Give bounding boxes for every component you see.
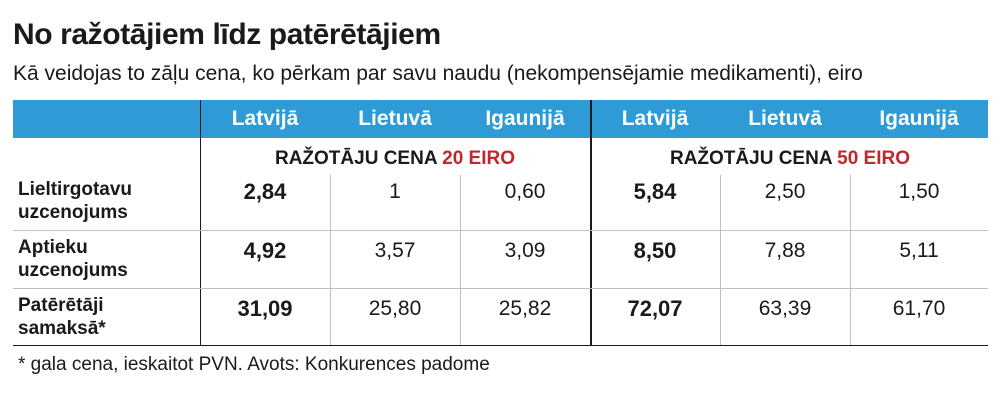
table-cell: 61,70 xyxy=(892,297,946,320)
table-cell: 63,39 xyxy=(758,297,812,320)
column-divider xyxy=(460,175,461,345)
col-header-estonia-20: Igaunijā xyxy=(485,107,565,130)
row-label-line: Lieltirgotavu xyxy=(18,179,133,200)
row-label-line: samaksā* xyxy=(18,318,106,339)
col-header-estonia-50: Igaunijā xyxy=(879,107,959,130)
header-bar xyxy=(13,100,988,138)
col-header-lithuania-50: Lietuvā xyxy=(748,107,822,130)
row-label-line: Patērētāji xyxy=(18,295,104,316)
table-cell: 3,09 xyxy=(504,239,546,262)
column-divider xyxy=(200,100,201,345)
table-cell: 5,84 xyxy=(633,179,677,204)
table-cell: 1,50 xyxy=(898,180,940,203)
row-label-line: uzcenojums xyxy=(18,202,128,223)
group-header-20-euro: RAŽOTĀJU CENA 20 EIRO xyxy=(200,145,590,173)
group-header-label: RAŽOTĀJU CENA xyxy=(669,148,838,169)
table-cell: 2,84 xyxy=(243,179,287,204)
table-cell: 8,50 xyxy=(633,238,677,263)
table-cell: 3,57 xyxy=(374,239,416,262)
row-divider xyxy=(13,230,988,231)
row-label-consumer-pays: Patērētāji samaksā* xyxy=(18,294,106,340)
group-divider xyxy=(590,100,592,345)
chart-title: No ražotājiem līdz patērētājiem xyxy=(13,18,441,51)
row-divider xyxy=(13,288,988,289)
row-label-line: uzcenojums xyxy=(18,260,128,281)
table-cell: 25,80 xyxy=(368,297,422,320)
row-label-pharmacy-markup: Aptieku uzcenojums xyxy=(18,236,128,282)
table-cell: 72,07 xyxy=(627,296,683,321)
table-cell: 5,11 xyxy=(899,239,939,262)
col-header-latvia-20: Latvijā xyxy=(231,107,299,130)
footnote: * gala cena, ieskaitot PVN. Avots: Konku… xyxy=(18,354,490,375)
table-cell: 25,82 xyxy=(498,297,552,320)
col-header-latvia-50: Latvijā xyxy=(621,107,689,130)
col-header-lithuania-20: Lietuvā xyxy=(358,107,432,130)
group-header-highlight: 20 EIRO xyxy=(442,148,515,169)
column-divider xyxy=(850,175,851,345)
row-label-wholesaler-markup: Lieltirgotavu uzcenojums xyxy=(18,178,132,224)
group-header-highlight: 50 EIRO xyxy=(837,148,910,169)
table-cell: 7,88 xyxy=(764,239,806,262)
group-header-50-euro: RAŽOTĀJU CENA 50 EIRO xyxy=(592,145,988,173)
group-header-label: RAŽOTĀJU CENA xyxy=(274,148,443,169)
table-cell: 31,09 xyxy=(237,296,293,321)
chart-subtitle: Kā veidojas to zāļu cena, ko pērkam par … xyxy=(13,62,863,85)
table-cell: 0,60 xyxy=(504,180,546,203)
table-cell: 2,50 xyxy=(764,180,806,203)
column-divider xyxy=(330,175,331,345)
table-cell: 4,92 xyxy=(243,238,287,263)
column-divider xyxy=(720,175,721,345)
row-divider xyxy=(13,345,988,346)
table-cell: 1 xyxy=(389,180,401,203)
row-label-line: Aptieku xyxy=(18,237,88,258)
